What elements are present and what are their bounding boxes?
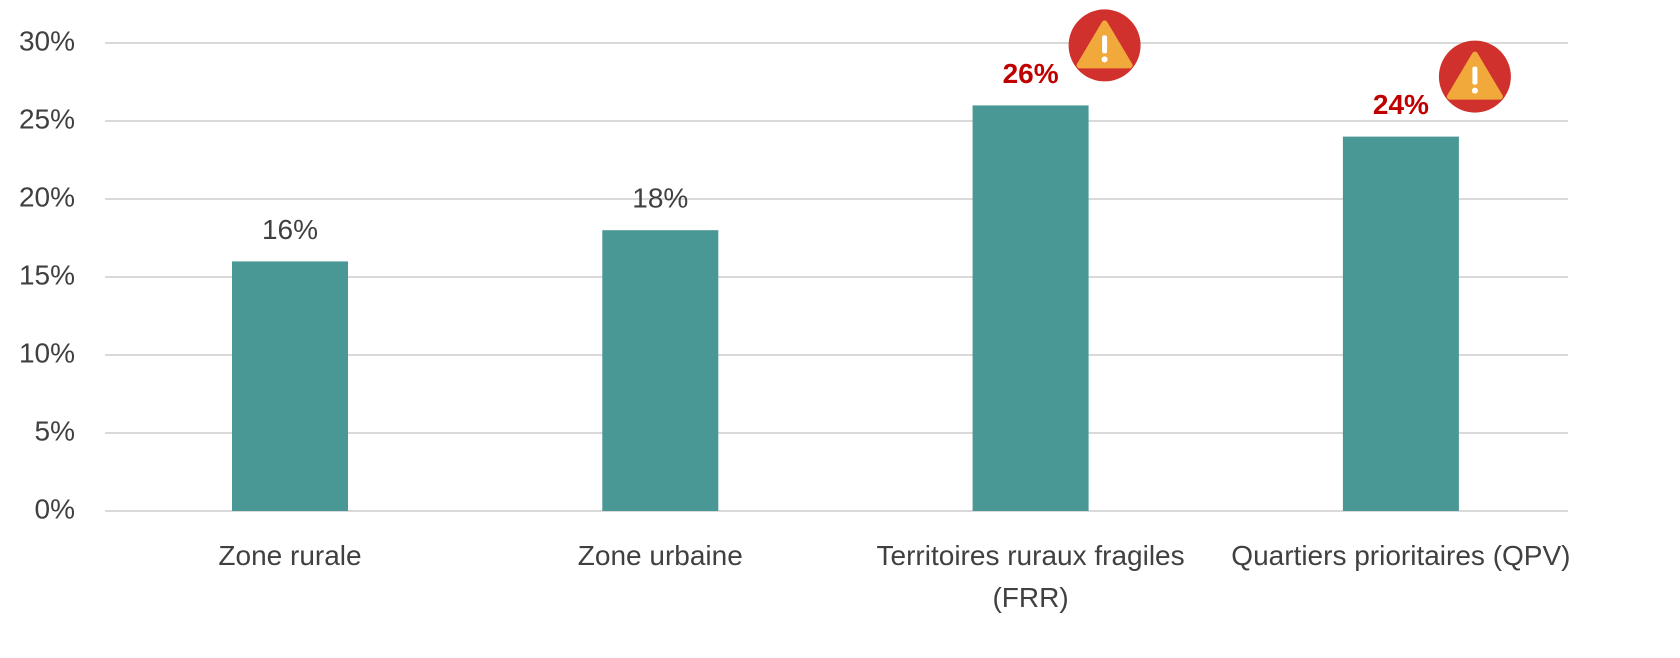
y-tick-label: 0% [35,493,75,524]
value-label: 16% [262,214,318,245]
value-label: 18% [632,183,688,214]
bar [1342,136,1459,511]
y-tick-label: 30% [19,25,75,56]
y-tick-label: 15% [19,259,75,290]
x-tick-label: Territoires ruraux fragiles (FRR) [876,540,1185,613]
x-tick-label: Quartiers prioritaires (QPV) [1231,540,1571,571]
y-tick-label: 25% [19,103,75,134]
warning-bang [1102,35,1108,54]
y-tick-label: 20% [19,181,75,212]
warning-dot [1471,87,1478,94]
x-tick-label: Zone urbaine [577,540,743,571]
y-tick-label: 10% [19,337,75,368]
value-label: 26% [1003,58,1059,89]
x-tick-label: Zone rurale [218,540,362,571]
bar [232,261,348,511]
warning-dot [1101,56,1108,63]
bar [972,105,1089,512]
value-label: 24% [1373,89,1429,120]
bar [602,230,719,511]
warning-icon [1068,9,1141,82]
warning-icon [1438,40,1511,113]
warning-bang [1472,66,1478,85]
y-tick-label: 5% [35,415,75,446]
